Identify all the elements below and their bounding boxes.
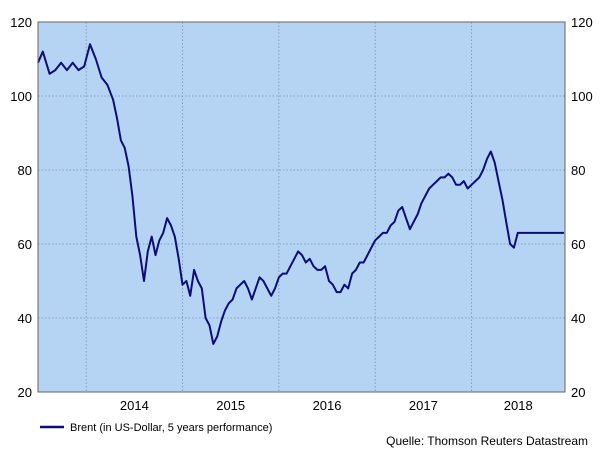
y-tick-label-right: 60 xyxy=(571,237,585,252)
plot-border xyxy=(37,21,566,393)
y-tick-label-left: 60 xyxy=(18,237,32,252)
y-tick-label-left: 120 xyxy=(10,15,32,30)
y-tick-label-right: 40 xyxy=(571,311,585,326)
y-tick-label-right: 120 xyxy=(571,15,593,30)
source-label: Quelle: Thomson Reuters Datastream xyxy=(386,434,588,448)
y-tick-label-right: 20 xyxy=(571,385,585,400)
y-tick-label-right: 100 xyxy=(571,89,593,104)
x-axis-ticks: 2014 2015 2016 2017 2018 xyxy=(120,398,533,413)
y-tick-label-right: 80 xyxy=(571,163,585,178)
brent-series-line xyxy=(37,43,564,345)
x-tick-label: 2018 xyxy=(504,398,533,413)
x-tick-label: 2015 xyxy=(216,398,245,413)
y-axis-ticks: 20 20 40 40 60 60 80 80 100 100 120 120 xyxy=(10,15,592,400)
x-tick-label: 2016 xyxy=(313,398,342,413)
legend-label: Brent (in US-Dollar, 5 years performance… xyxy=(70,422,272,434)
x-tick-label: 2014 xyxy=(120,398,149,413)
plot-area xyxy=(38,22,565,392)
x-tick-label: 2017 xyxy=(409,398,438,413)
y-tick-label-left: 40 xyxy=(18,311,32,326)
y-tick-label-left: 100 xyxy=(10,89,32,104)
y-tick-label-left: 80 xyxy=(18,163,32,178)
y-tick-label-left: 20 xyxy=(18,385,32,400)
legend: Brent (in US-Dollar, 5 years performance… xyxy=(40,422,272,434)
grid xyxy=(38,22,565,392)
